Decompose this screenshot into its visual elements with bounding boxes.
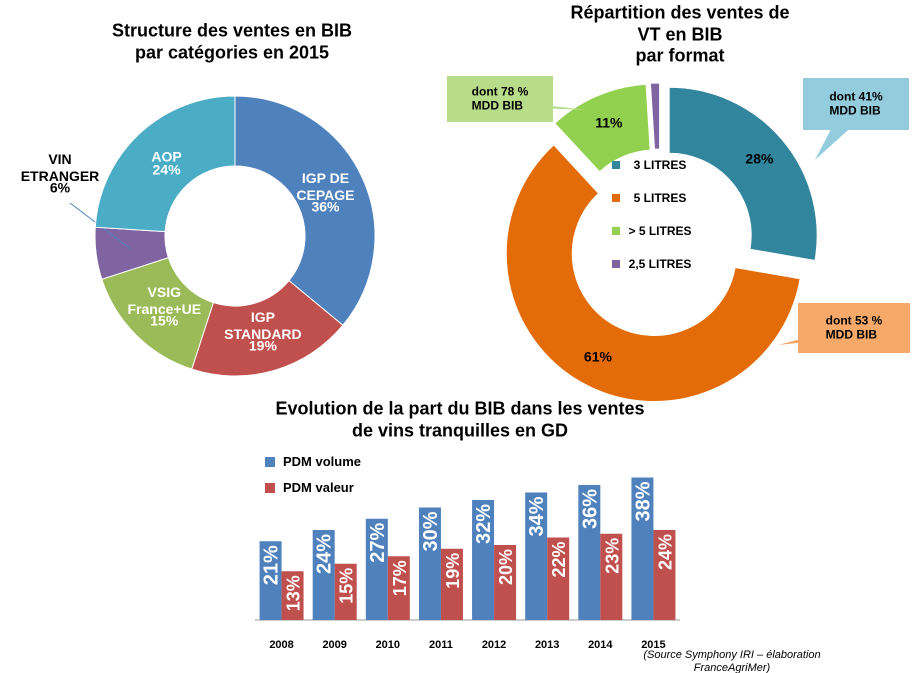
x-tick-label: 2014 [588,639,613,651]
slice [234,95,376,326]
bar [547,537,570,620]
value-label: 24% [152,161,181,178]
x-tick-label: 2009 [322,639,346,651]
value-label: 17% [390,560,410,596]
bar [312,530,335,620]
chart-title: Evolution de la part du BIB dans les ven… [275,398,645,440]
bar [653,530,676,620]
slice [554,83,651,173]
bar [365,518,388,620]
bar [631,477,654,620]
slice [668,86,818,262]
value-label: 21% [261,545,283,585]
value-label: 38% [632,481,654,521]
legend-swatch [265,483,275,493]
bar [387,556,410,620]
category-label: IGP STANDARD [224,309,302,343]
value-label: 27% [367,523,389,563]
value-label: 19% [443,553,463,589]
bar [281,571,304,620]
chart-title: Répartition des ventes de VT en BIB par … [570,2,790,66]
legend-label: 3 LITRES [633,157,687,172]
value-label: 22% [549,542,569,578]
bar [600,533,623,620]
x-tick-label: 2008 [269,639,293,651]
bar [334,563,357,620]
value-label: 32% [473,504,495,544]
legend-label: PDM volume [283,454,362,470]
bar [440,548,463,620]
chart-title: Structure des ventes en BIB par catégori… [111,20,353,62]
bar [259,541,282,620]
x-tick-label: 2010 [376,639,400,651]
bar [578,485,601,620]
bar [418,507,441,620]
category-label: VIN ETRANGER [20,151,100,184]
slice [505,144,801,403]
value-label: 30% [420,511,442,551]
slice [191,279,344,377]
slice [94,95,236,233]
value-label: 36% [311,199,340,216]
category-label: VSIG France+UE [127,283,202,317]
value-label: 11% [595,115,623,132]
category-label: AOP [151,148,182,165]
legend-label: > 5 LITRES [628,223,692,238]
annotation: dont 53 % MDD BIB [825,313,883,342]
legend-label: 5 LITRES [633,190,687,205]
legend-swatch [265,457,275,467]
callout-box [803,78,909,130]
category-label: IGP DE CEPAGE [296,170,355,204]
bar [494,545,517,620]
legend-swatch [612,227,620,235]
x-tick-label: 2011 [429,639,453,651]
x-tick-label: 2012 [482,639,506,651]
value-label: 20% [496,549,516,585]
value-label: 28% [745,150,774,167]
annotation: dont 41% MDD BIB [829,89,883,118]
bar [472,500,495,620]
value-label: 34% [526,496,548,536]
legend-label: PDM valeur [283,480,354,496]
value-label: 13% [284,575,304,611]
legend-swatch [612,194,620,202]
value-label: 23% [602,538,622,574]
callout-box [798,303,910,353]
legend-swatch [612,161,620,169]
value-label: 24% [314,534,336,574]
callout-box [447,76,553,122]
x-tick-label: 2013 [535,639,559,651]
value-label: 15% [337,568,357,604]
value-label: 19% [248,337,277,354]
value-label: 6% [49,179,71,196]
value-label: 36% [579,489,601,529]
x-tick-label: 2015 [641,639,665,651]
value-label: 61% [583,348,612,365]
value-label: 15% [150,312,179,329]
legend-label: 2,5 LITRES [628,256,692,271]
bar [525,492,548,620]
slice [649,82,661,150]
value-label: 24% [655,534,675,570]
source: (Source Symphony IRI – élaboration Franc… [643,648,821,673]
legend-swatch [612,260,620,268]
annotation: dont 78 % MDD BIB [471,84,529,113]
